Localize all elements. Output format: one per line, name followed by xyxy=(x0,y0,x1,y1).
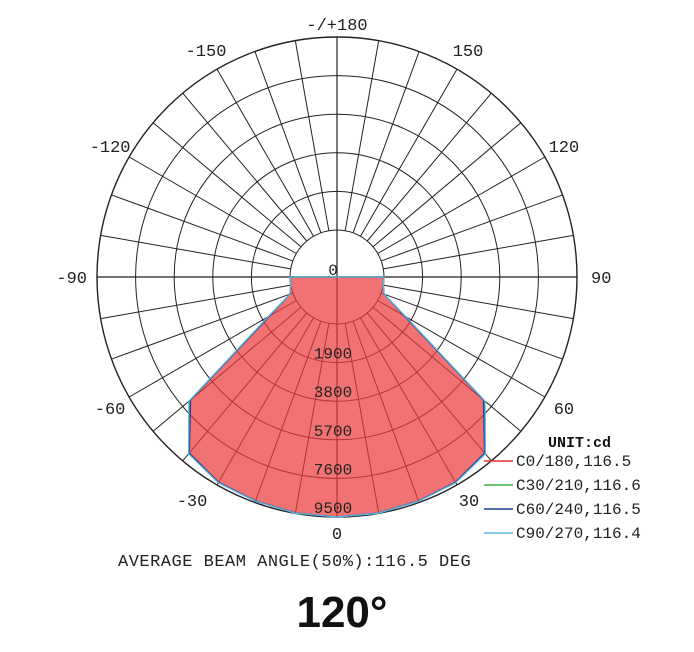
angle-tick-label: -/+180 xyxy=(306,17,367,36)
radial-tick-label: 1900 xyxy=(314,346,352,364)
grid-spoke xyxy=(111,292,294,360)
grid-spoke xyxy=(216,68,314,237)
grid-spoke xyxy=(100,234,291,270)
grid-spoke xyxy=(254,51,322,234)
grid-spoke xyxy=(372,122,522,248)
grid-spoke xyxy=(352,51,420,234)
angle-tick-label: 60 xyxy=(554,401,574,420)
grid-spoke xyxy=(100,284,291,320)
beam-angle-text: AVERAGE BEAM ANGLE(50%):116.5 DEG xyxy=(118,553,472,572)
grid-spoke xyxy=(366,92,492,242)
grid-spoke xyxy=(111,194,294,262)
radial-tick-label: 5700 xyxy=(314,423,352,441)
angle-tick-labels: 0 30 60 90 120 150 -/+180 -150 -120 -90 -60 -30 xyxy=(56,17,611,545)
grid-spoke xyxy=(344,40,380,231)
grid-spoke xyxy=(152,122,302,248)
angle-tick-label: 150 xyxy=(453,43,484,62)
radial-tick-labels: 0 1900 3800 5700 7600 9500 xyxy=(314,262,352,518)
grid-spoke xyxy=(383,284,574,320)
radial-tick-label: 0 xyxy=(328,262,338,280)
radial-tick-label: 9500 xyxy=(314,500,352,518)
grid-spoke xyxy=(128,156,297,254)
legend-entry-label: C0/180,116.5 xyxy=(516,453,631,471)
radial-tick-label: 7600 xyxy=(314,461,352,479)
angle-tick-label: 120 xyxy=(549,139,580,158)
angle-tick-label: 30 xyxy=(459,493,479,512)
legend-unit-label: UNIT:cd xyxy=(548,435,611,452)
grid-spoke xyxy=(360,68,458,237)
angle-tick-label: 0 xyxy=(332,526,342,545)
angle-tick-label: -150 xyxy=(186,43,227,62)
big-angle-value: 120° xyxy=(296,588,388,637)
radial-tick-label: 3800 xyxy=(314,384,352,402)
grid-spoke xyxy=(383,234,574,270)
series-curve-3 xyxy=(187,276,487,518)
grid-spoke xyxy=(377,156,546,254)
legend-entry-label: C30/210,116.6 xyxy=(516,477,641,495)
legend: UNIT:cd C0/180,116.5 C30/210,116.6 C60/240… xyxy=(484,435,641,543)
angle-tick-label: -90 xyxy=(56,270,87,289)
legend-entry-label: C60/240,116.5 xyxy=(516,501,641,519)
grid-spoke xyxy=(294,40,330,231)
grid-spoke xyxy=(380,292,563,360)
angle-tick-label: -30 xyxy=(177,493,208,512)
grid-spoke xyxy=(182,92,308,242)
grid-spoke xyxy=(380,194,563,262)
series-layer xyxy=(187,276,487,518)
angle-tick-label: -60 xyxy=(95,401,126,420)
angle-tick-label: -120 xyxy=(90,139,131,158)
legend-entry-label: C90/270,116.4 xyxy=(516,525,641,543)
angle-tick-label: 90 xyxy=(591,270,611,289)
